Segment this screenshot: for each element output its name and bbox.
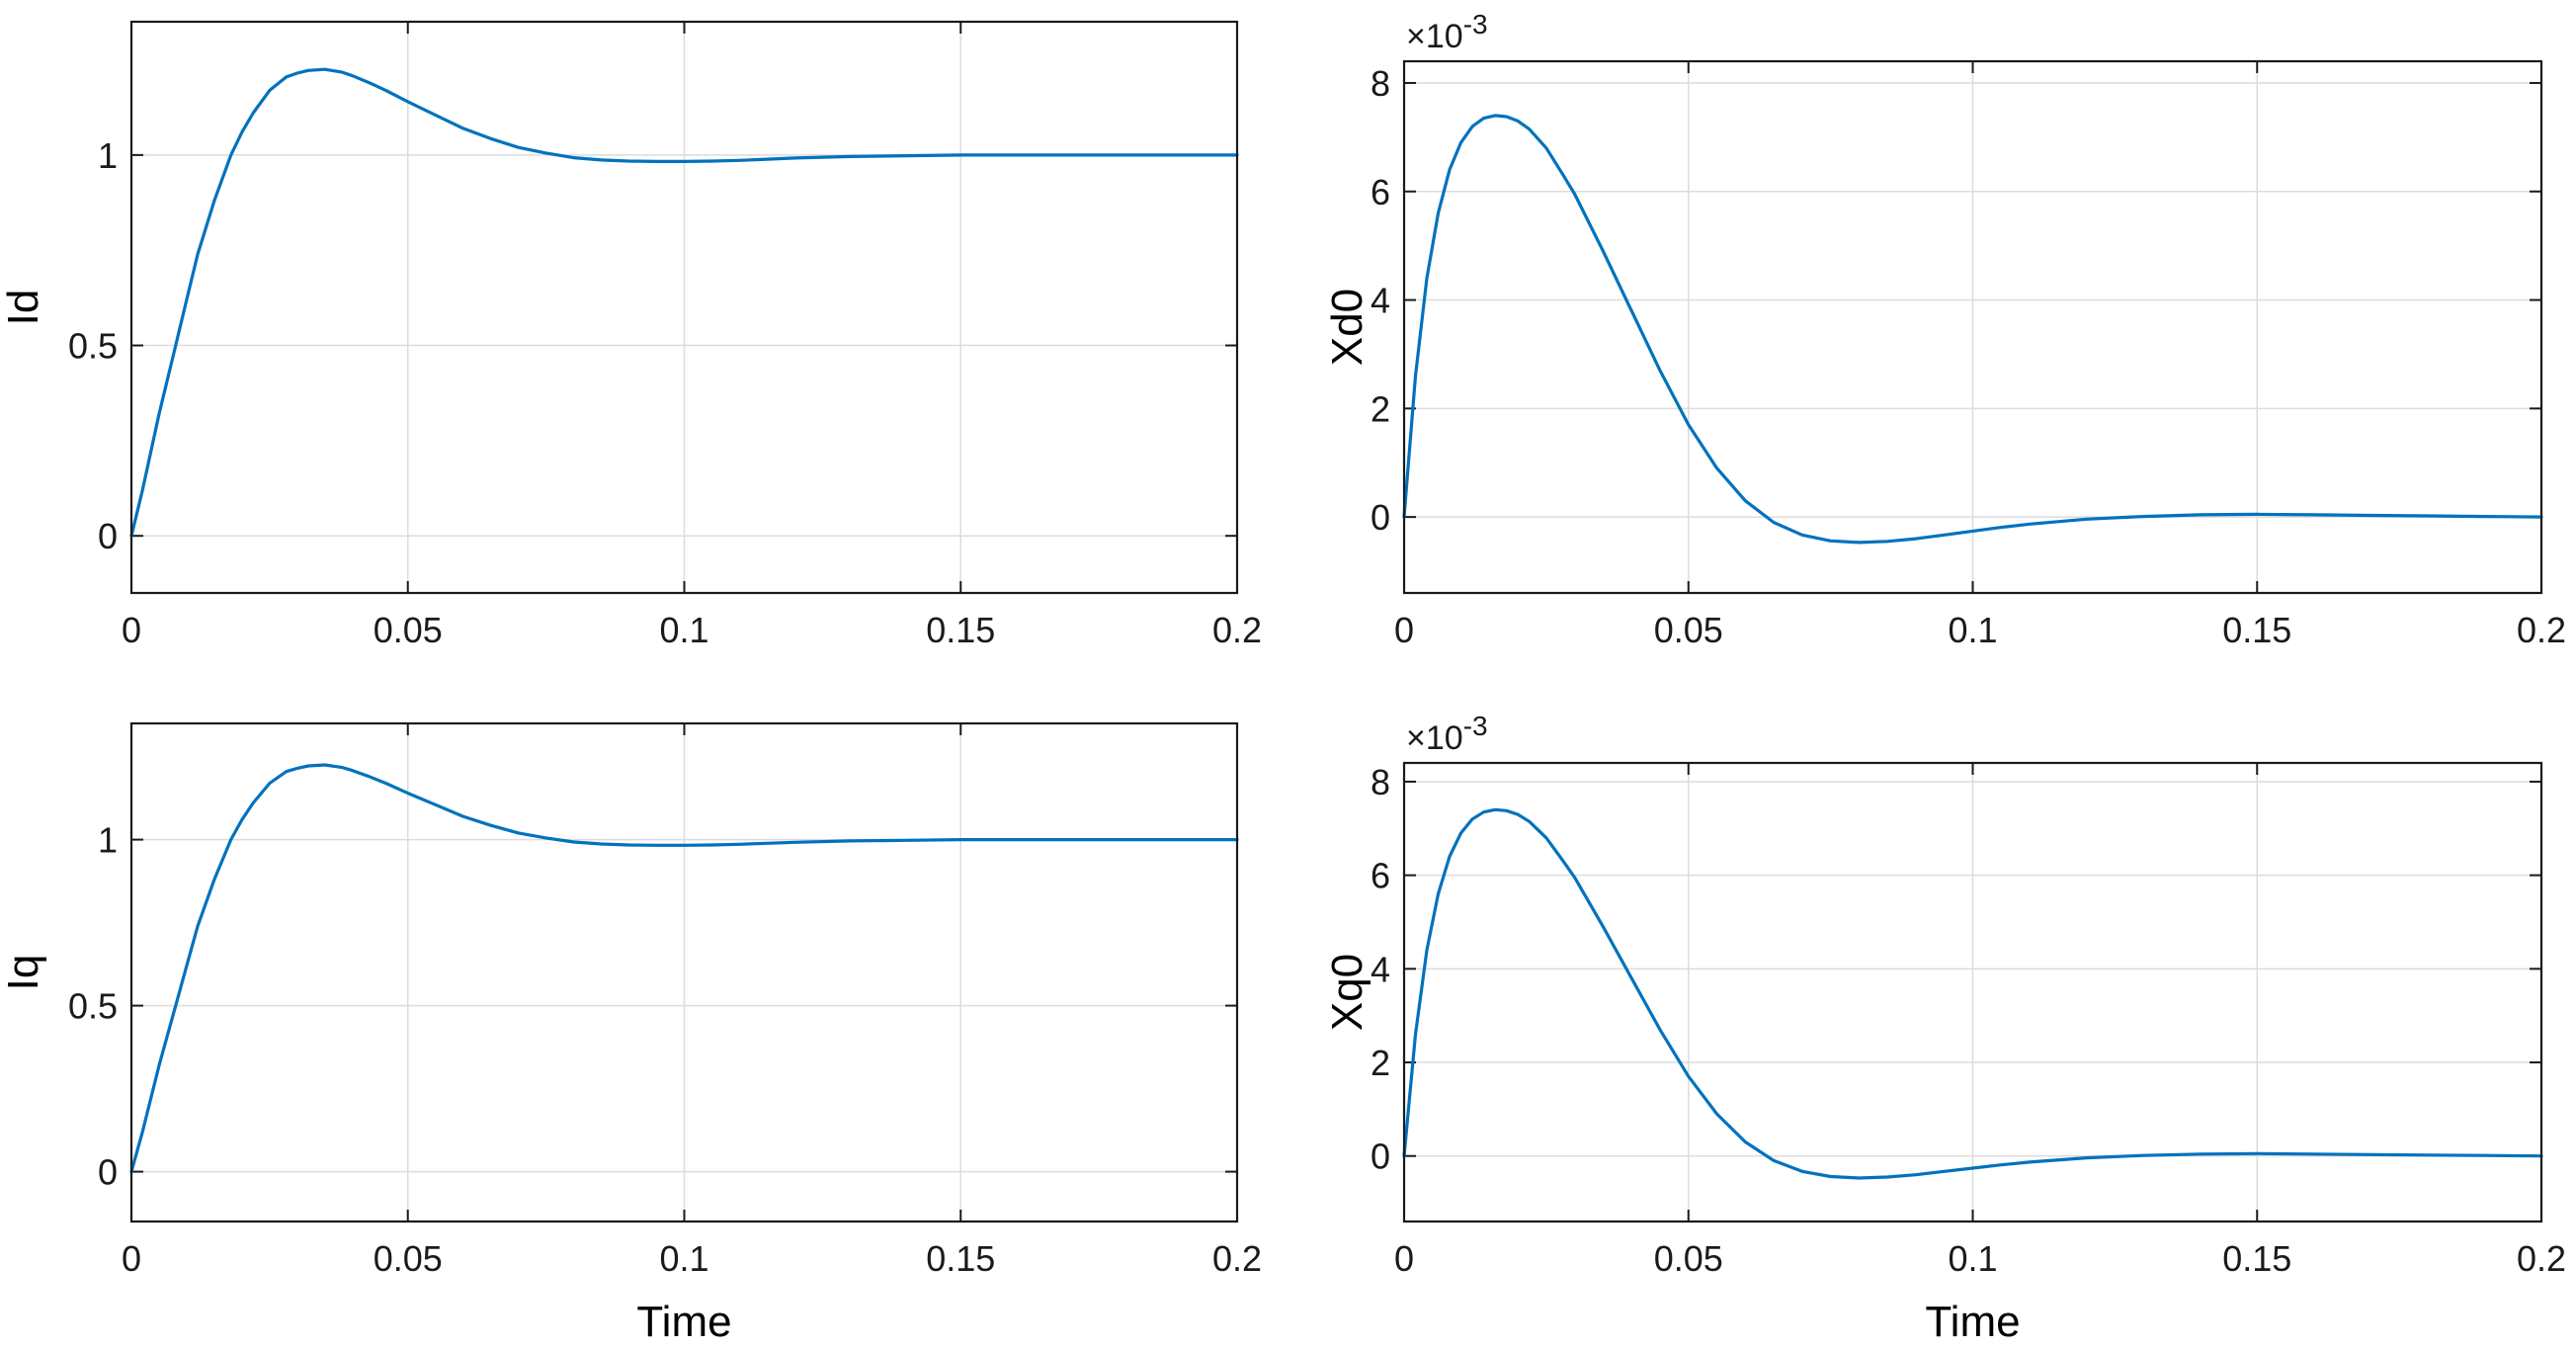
data-line-xd0 [1402,114,2543,545]
chart-panel-top-left: 0 0.05 0.1 0.15 0.2 0 0.5 1 Id [0,20,1262,650]
axes-frame [1402,761,2543,1223]
y-tick-label: 4 [1371,281,1390,321]
x-tick-label: 0.15 [926,1238,995,1279]
axes-frame [1402,59,2543,595]
axis-exponent-multiplier: ×10-3 [1406,9,1488,55]
y-tick-label: 6 [1371,856,1390,896]
x-tick-label: 0.15 [2222,610,2291,650]
data-line-id [129,67,1239,538]
x-tick-label: 0 [122,610,141,650]
x-tick-label: 0.05 [1654,610,1723,650]
x-axis-label: Time [636,1298,731,1346]
x-tick-label: 0.2 [2517,610,2566,650]
chart-panel-bottom-left: 0 0.05 0.1 0.15 0.2 0 0.5 1 Iq Time [0,721,1262,1346]
x-tick-label: 0.1 [659,1238,708,1279]
y-tick-label: 0.5 [68,326,118,367]
y-tick-label: 0 [1371,497,1390,538]
x-tick-label: 0.05 [374,610,443,650]
axes-frame [129,721,1239,1223]
y-tick-label: 2 [1371,1043,1390,1083]
axis-exponent-multiplier: ×10-3 [1406,711,1488,757]
y-tick-label: 6 [1371,172,1390,212]
y-tick-label: 8 [1371,63,1390,104]
axes-frame [129,20,1239,595]
x-tick-label: 0.15 [926,610,995,650]
x-tick-label: 0.1 [1948,610,1997,650]
y-tick-label: 0 [98,516,118,556]
y-tick-label: 1 [98,135,118,176]
x-tick-label: 0.1 [1948,1238,1997,1279]
x-tick-label: 0 [1394,1238,1414,1279]
x-tick-label: 0.15 [2222,1238,2291,1279]
x-tick-label: 0.1 [659,610,708,650]
x-tick-label: 0.2 [1212,1238,1262,1279]
x-tick-label: 0.2 [1212,610,1262,650]
y-tick-label: 0 [98,1152,118,1193]
y-tick-label: 4 [1371,949,1390,989]
y-tick-label: 0.5 [68,986,118,1027]
data-line-iq [129,763,1239,1174]
x-tick-label: 0 [1394,610,1414,650]
x-tick-label: 0.2 [2517,1238,2566,1279]
y-axis-label: Xd0 [1323,289,1371,366]
chart-panel-top-right: 0 0.05 0.1 0.15 0.2 0 2 4 6 8 Xd0 ×10-3 [1323,9,2566,650]
y-tick-label: 2 [1371,388,1390,429]
y-tick-label: 8 [1371,762,1390,802]
y-tick-label: 1 [98,820,118,861]
x-tick-label: 0.05 [1654,1238,1723,1279]
x-axis-label: Time [1925,1298,2020,1346]
y-axis-label: Xq0 [1323,954,1371,1031]
y-axis-label: Iq [0,955,47,991]
data-line-xq0 [1402,807,2543,1180]
x-tick-label: 0.05 [374,1238,443,1279]
y-tick-label: 0 [1371,1137,1390,1177]
y-axis-label: Id [0,290,47,326]
chart-panel-bottom-right: 0 0.05 0.1 0.15 0.2 0 2 4 6 8 Xq0 Time ×10-3 [1323,711,2566,1346]
x-tick-label: 0 [122,1238,141,1279]
